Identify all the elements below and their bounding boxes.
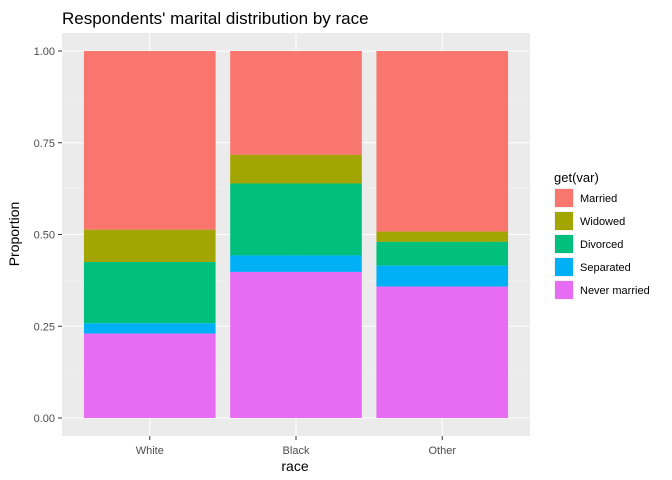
y-tick-label: 0.75 bbox=[34, 138, 55, 150]
legend-label: Never married bbox=[580, 285, 650, 297]
y-axis-title: Proportion bbox=[6, 202, 22, 267]
bar-segment bbox=[230, 154, 362, 184]
bar-segment bbox=[83, 323, 216, 334]
legend-swatch bbox=[555, 189, 573, 207]
bar-segment bbox=[230, 51, 362, 155]
bar-segment bbox=[83, 262, 216, 324]
chart-title: Respondents' marital distribution by rac… bbox=[62, 9, 369, 28]
bar-segment bbox=[83, 333, 216, 418]
legend-label: Widowed bbox=[580, 216, 625, 228]
legend-label: Separated bbox=[580, 262, 631, 274]
bar-segment bbox=[376, 231, 509, 242]
bar-segment bbox=[376, 241, 509, 266]
y-axis-ticks: 0.00 0.25 0.50 0.75 1.00 bbox=[34, 46, 62, 425]
x-tick-label: Black bbox=[283, 445, 310, 457]
bar-segment bbox=[376, 286, 509, 418]
bar-segment bbox=[230, 271, 362, 418]
legend-label: Divorced bbox=[580, 239, 623, 251]
x-axis-title: race bbox=[281, 458, 308, 474]
x-tick-label: Other bbox=[428, 445, 456, 457]
bar-segment bbox=[83, 51, 216, 230]
y-tick-label: 0.00 bbox=[34, 413, 55, 425]
legend-swatch bbox=[555, 258, 573, 276]
y-tick-label: 0.25 bbox=[34, 321, 55, 333]
legend-swatch bbox=[555, 235, 573, 253]
y-tick-label: 0.50 bbox=[34, 230, 55, 242]
x-tick-label: White bbox=[136, 445, 164, 457]
bar-segment bbox=[376, 265, 509, 287]
bars bbox=[83, 51, 509, 418]
bar-segment bbox=[230, 183, 362, 256]
bar-segment bbox=[376, 51, 509, 232]
legend: get(var) Married Widowed Divorced Separated… bbox=[554, 170, 650, 300]
y-tick-label: 1.00 bbox=[34, 46, 55, 58]
legend-label: Married bbox=[580, 193, 617, 205]
bar-segment bbox=[230, 255, 362, 272]
x-axis-ticks: White Black Other bbox=[136, 436, 456, 457]
bar-segment bbox=[83, 229, 216, 263]
legend-swatch bbox=[555, 212, 573, 230]
legend-title: get(var) bbox=[554, 170, 599, 185]
legend-swatch bbox=[555, 281, 573, 299]
